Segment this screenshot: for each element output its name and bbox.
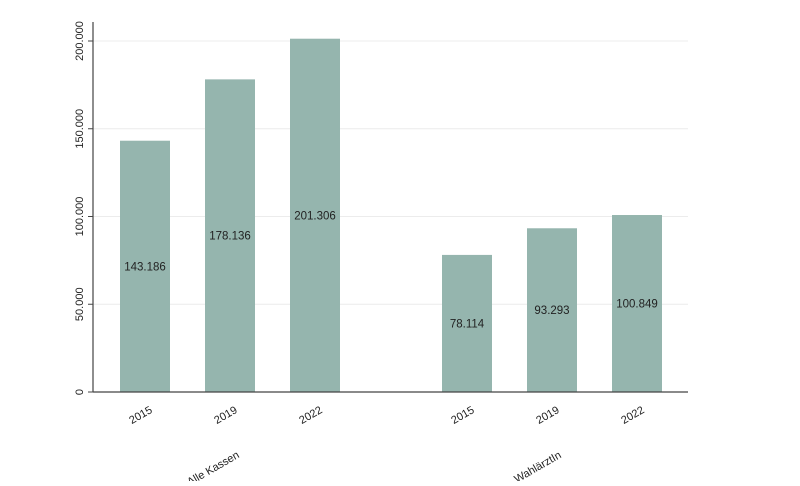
x-tick-label: 2022 [619,404,646,427]
x-tick-label: 2019 [212,404,239,427]
x-tick-label: 2022 [297,404,324,427]
y-tick-label: 100.000 [74,197,86,237]
bar [442,254,492,392]
y-tick-label: 50.000 [74,287,86,321]
bar-value-label: 78.114 [450,318,485,330]
bar-value-label: 178.136 [209,231,251,243]
group-label: Alle Kassen [185,449,241,481]
bar [527,228,577,392]
bar-value-label: 93.293 [534,305,569,317]
bar [205,79,255,392]
x-tick-label: 2015 [449,404,476,427]
x-tick-label: 2015 [127,404,154,427]
bar [120,140,170,392]
y-tick-label: 150.000 [74,109,86,149]
bar-value-label: 201.306 [294,210,336,222]
x-tick-label: 2019 [534,404,561,427]
group-label: WahlärztIn [512,449,563,481]
bar [290,38,340,392]
y-tick-label: 0 [74,389,86,395]
bar [612,215,662,392]
y-tick-label: 200.000 [74,21,86,61]
bar-value-label: 143.186 [124,261,166,273]
bar-value-label: 100.849 [616,299,658,311]
